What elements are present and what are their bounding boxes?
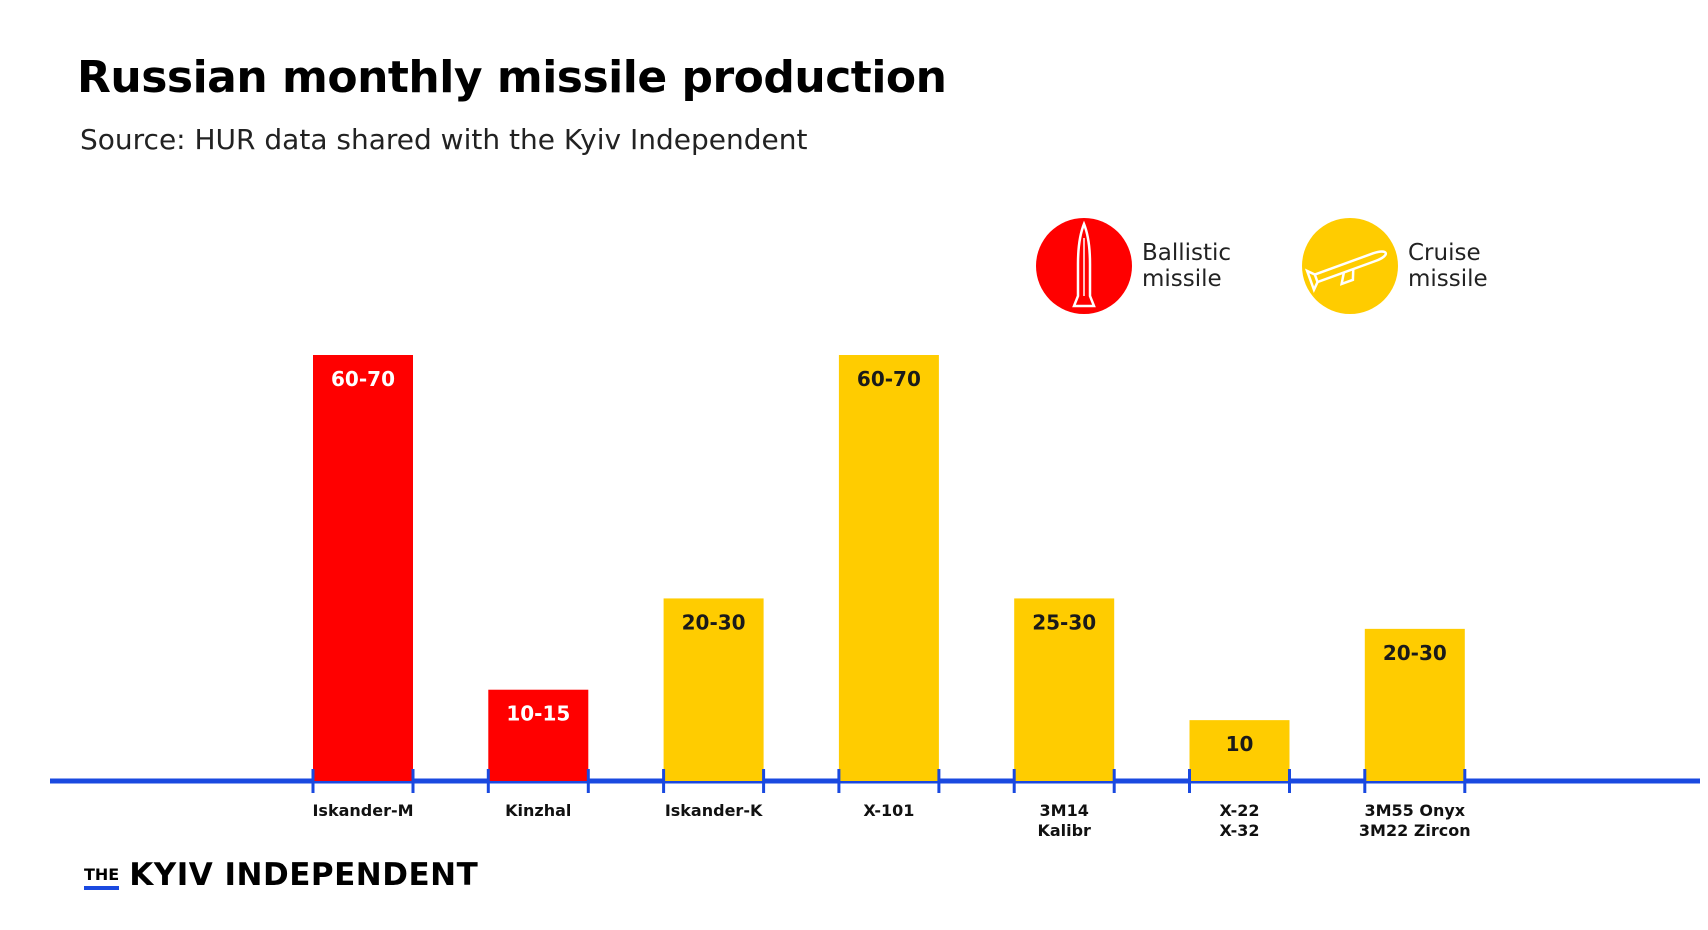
category-label-0-0: Iskander-M — [312, 801, 413, 820]
brand-logo: THE KYIV INDEPENDENT — [84, 858, 478, 892]
bar-0 — [313, 355, 413, 781]
bar-value-label-6: 20-30 — [1383, 641, 1447, 665]
bar-value-label-2: 20-30 — [682, 610, 746, 634]
legend-ballistic: Ballistic missile — [1036, 218, 1252, 314]
category-label-4-1: Kalibr — [1037, 821, 1091, 840]
bar-value-label-5: 10 — [1226, 732, 1254, 756]
bar-value-label-1: 10-15 — [506, 702, 570, 726]
bar-5 — [1189, 720, 1290, 781]
category-label-5-0: X-22 — [1220, 801, 1260, 820]
bar-2 — [663, 598, 764, 781]
bar-value-label-3: 60-70 — [857, 367, 921, 391]
category-label-2-0: Iskander-K — [665, 801, 763, 820]
chart-subtitle: Source: HUR data shared with the Kyiv In… — [80, 123, 808, 156]
bar-4 — [1014, 598, 1115, 781]
bar-value-label-4: 25-30 — [1032, 610, 1096, 634]
category-label-6-0: 3M55 Onyx — [1364, 801, 1465, 820]
legend-cruise: Cruise missile — [1302, 218, 1518, 314]
category-label-6-1: 3M22 Zircon — [1359, 821, 1471, 840]
legend-cruise-label-line2: missile — [1408, 266, 1488, 292]
cruise-missile-icon — [1302, 218, 1398, 314]
ballistic-missile-icon — [1036, 218, 1132, 314]
legend-cruise-label-line1: Cruise — [1408, 240, 1481, 266]
category-label-4-0: 3M14 — [1040, 801, 1089, 820]
legend-cruise-label: Cruise missile — [1408, 240, 1518, 292]
brand-name: KYIV INDEPENDENT — [129, 857, 479, 893]
category-label-3-0: X-101 — [863, 801, 914, 820]
category-label-5-1: X-32 — [1220, 821, 1260, 840]
chart-title: Russian monthly missile production — [77, 52, 947, 103]
bar-3 — [838, 355, 939, 781]
bar-6 — [1364, 628, 1465, 781]
bar-value-label-0: 60-70 — [331, 367, 395, 391]
brand-the: THE — [84, 867, 120, 890]
category-label-1-0: Kinzhal — [505, 801, 571, 820]
bar-1 — [488, 689, 589, 781]
legend-ballistic-label-line1: Ballistic — [1142, 240, 1232, 266]
legend-ballistic-label-line2: missile — [1142, 266, 1222, 292]
legend-ballistic-label: Ballistic missile — [1142, 240, 1252, 292]
